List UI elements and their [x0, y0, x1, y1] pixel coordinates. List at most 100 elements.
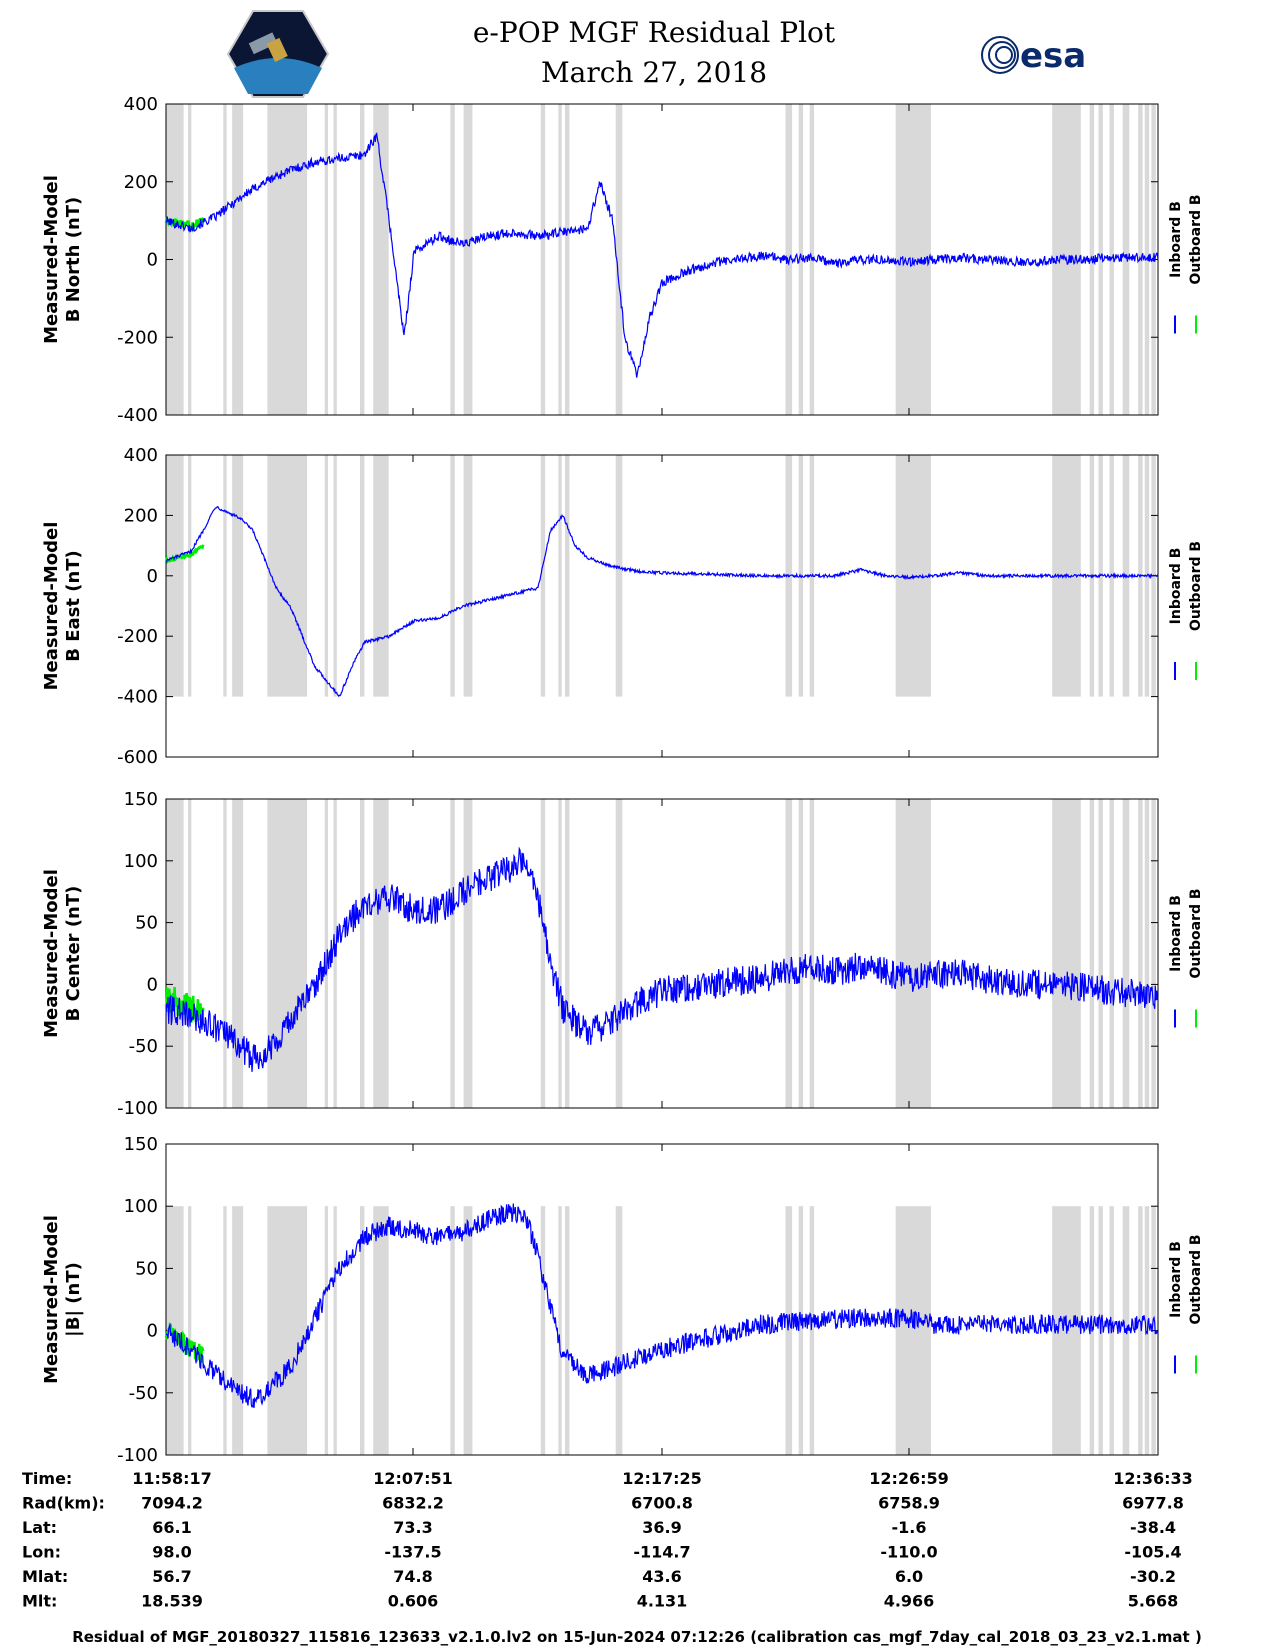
y-axis-label-line2: |B| (nT) [63, 1262, 84, 1337]
ephemeris-value: 4.131 [637, 1592, 688, 1611]
shaded-interval [333, 104, 337, 415]
ephemeris-row-label: Mlat: [22, 1567, 68, 1586]
y-axis-label: Measured-ModelB Center (nT) [41, 869, 84, 1038]
shaded-interval [267, 799, 308, 1108]
shaded-interval [463, 455, 473, 697]
esa-logo: esa [981, 36, 1086, 76]
y-tick-label: 0 [147, 1321, 158, 1342]
ephemeris-value: -114.7 [633, 1543, 690, 1562]
shaded-interval [232, 1206, 244, 1455]
y-axis-label: Measured-Model|B| (nT) [41, 1215, 84, 1384]
y-tick-label: 0 [147, 974, 158, 995]
y-tick-label: -200 [117, 626, 158, 647]
shaded-interval [267, 1206, 308, 1455]
cassiope-logo [226, 10, 330, 98]
shaded-interval [188, 455, 192, 697]
ephemeris-value: -137.5 [384, 1543, 441, 1562]
earth-horizon-icon [234, 58, 322, 94]
ephemeris-table: Time: 11:58:17 12:07:51 12:17:25 12:26:59 12:… [22, 1469, 1193, 1611]
shaded-interval [615, 799, 623, 1108]
figure-subtitle: March 27, 2018 [541, 56, 767, 89]
shaded-interval [798, 1206, 804, 1455]
shaded-interval [1052, 799, 1081, 1108]
y-tick-label: -100 [117, 1098, 158, 1119]
legend-labels: Inboard B Outboard B [1168, 888, 1204, 978]
shaded-interval [267, 104, 308, 415]
shaded-interval [1122, 799, 1130, 1108]
shaded-interval [450, 799, 455, 1108]
ephemeris-value: 12:36:33 [1113, 1469, 1193, 1488]
ephemeris-row-label: Rad(km): [22, 1494, 105, 1513]
shaded-interval [450, 455, 455, 697]
ephemeris-row-label: Time: [22, 1469, 72, 1488]
shaded-interval [565, 104, 570, 415]
inboard-series-line [165, 506, 1159, 698]
ephemeris-value: -38.4 [1130, 1518, 1176, 1537]
y-tick-label: 100 [124, 1196, 158, 1217]
ephemeris-value: 6700.8 [631, 1494, 693, 1513]
shaded-interval [785, 1206, 793, 1455]
satellite-icon [248, 32, 278, 55]
ephemeris-value: 4.966 [884, 1592, 935, 1611]
ephemeris-value: 66.1 [152, 1518, 191, 1537]
shaded-interval [558, 104, 562, 415]
outboard-series-line [164, 1322, 205, 1363]
y-tick-label: 0 [147, 566, 158, 587]
shaded-interval [1098, 799, 1103, 1108]
shaded-interval [166, 799, 184, 1108]
shaded-interval [450, 104, 455, 415]
legend-outboard-label: Outboard B [1188, 194, 1204, 284]
shaded-interval [615, 1206, 623, 1455]
y-tick-label: 50 [135, 1258, 158, 1279]
shaded-interval [540, 455, 546, 697]
legend-inboard-label: Inboard B [1168, 548, 1184, 625]
shaded-interval [232, 799, 244, 1108]
y-tick-label: -600 [117, 747, 158, 768]
shaded-interval [809, 799, 815, 1108]
shaded-interval [463, 104, 473, 415]
shaded-interval [540, 799, 546, 1108]
shaded-interval [1151, 799, 1156, 1108]
shaded-interval [565, 1206, 570, 1455]
shaded-interval [359, 1206, 365, 1455]
inboard-series-line [165, 132, 1159, 378]
shaded-interval [267, 455, 308, 697]
ephemeris-value: -105.4 [1124, 1543, 1181, 1562]
y-axis-label-line2: B North (nT) [63, 197, 84, 323]
ephemeris-value: -110.0 [880, 1543, 937, 1562]
y-tick-label: 150 [124, 1134, 158, 1155]
shaded-interval [188, 1206, 192, 1455]
ephemeris-row-label: Mlt: [22, 1592, 57, 1611]
shaded-interval [324, 799, 329, 1108]
ephemeris-value: 5.668 [1128, 1592, 1179, 1611]
shaded-interval [333, 1206, 337, 1455]
ephemeris-value: -1.6 [892, 1518, 927, 1537]
shaded-interval [324, 104, 329, 415]
y-axis-label-line1: Measured-Model [41, 869, 62, 1038]
shaded-interval [615, 104, 623, 415]
y-tick-label: -200 [117, 327, 158, 348]
ephemeris-value: 7094.2 [141, 1494, 203, 1513]
shaded-interval [359, 104, 365, 415]
shaded-interval [558, 799, 562, 1108]
legend-labels: Inboard B Outboard B [1168, 541, 1204, 631]
legend-inboard-label: Inboard B [1168, 1241, 1184, 1318]
inboard-series-line [165, 1203, 1159, 1408]
y-tick-label: 50 [135, 913, 158, 934]
ephemeris-value: 6832.2 [382, 1494, 444, 1513]
ephemeris-value: 6.0 [895, 1567, 923, 1586]
legend-outboard-label: Outboard B [1188, 1234, 1204, 1324]
legend-labels: Inboard B Outboard B [1168, 1234, 1204, 1324]
panel-1: -400 -200 0 200 400 Measured-ModelB North (nT… [41, 94, 1204, 426]
shaded-interval [1109, 799, 1114, 1108]
y-axis-label: Measured-ModelB East (nT) [41, 522, 84, 691]
y-axis-label-line2: B East (nT) [63, 550, 84, 662]
y-tick-label: -50 [129, 1383, 158, 1404]
panel-axes-frame [165, 454, 1159, 758]
inboard-series-line [165, 846, 1159, 1072]
ephemeris-value: 73.3 [393, 1518, 432, 1537]
panel-2: -600 -400 -200 0 200 400 Measured-ModelB East … [41, 445, 1204, 768]
shaded-interval [463, 1206, 473, 1455]
ephemeris-value: 6758.9 [878, 1494, 940, 1513]
